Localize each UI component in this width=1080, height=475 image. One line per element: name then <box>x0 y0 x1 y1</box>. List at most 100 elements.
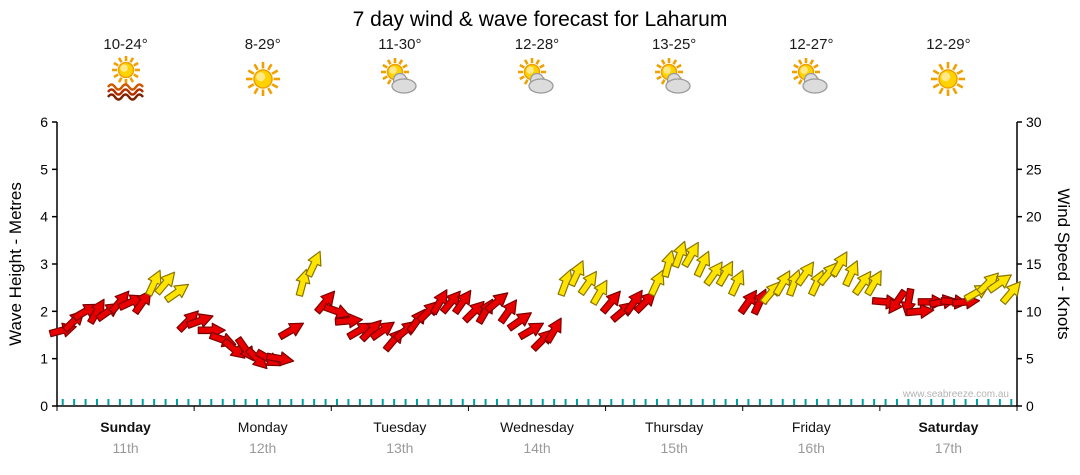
wind-arrow <box>452 289 472 315</box>
day-summary-sunday: 10-24° <box>57 36 194 102</box>
temp-range: 12-28° <box>514 36 560 53</box>
wind-arrow <box>295 268 311 297</box>
page-title: 7 day wind & wave forecast for Laharum <box>352 8 728 31</box>
day-summary-tuesday: 11-30° <box>331 36 468 102</box>
wind-arrow <box>599 290 621 315</box>
day-label-tuesday: Tuesday 13th <box>331 419 468 456</box>
sun-ray <box>271 69 279 75</box>
wind-arrow <box>185 313 214 329</box>
right-tick-label: 20 <box>1026 209 1042 225</box>
daily-summary-row: 10-24° 8-29° 11-30° 12-28° 13-25° 12-27° 12-29… <box>57 36 1017 102</box>
sun-icon-svg <box>245 62 280 96</box>
sun-ray <box>660 59 666 65</box>
sun-highlight <box>941 72 951 82</box>
wind-arrow <box>681 241 699 268</box>
sun-waves-icon-svg <box>106 56 144 101</box>
sun-icon-svg <box>931 62 966 96</box>
day-date: 16th <box>797 440 825 456</box>
right-axis-title: Wind Speed - Knots <box>1054 188 1073 340</box>
left-tick-label: 0 <box>40 398 48 414</box>
wind-arrow <box>484 292 509 314</box>
sun-ray <box>539 63 545 69</box>
wave-line <box>106 93 144 101</box>
wind-arrow <box>72 303 99 322</box>
day-date: 17th <box>934 440 963 456</box>
day-date: 13th <box>386 440 414 456</box>
wind-arrow <box>999 281 1021 306</box>
cloud-body <box>802 78 828 94</box>
wind-arrow <box>369 321 395 341</box>
sun-ray <box>253 63 259 71</box>
sun-ray <box>266 87 273 95</box>
day-label-wednesday: Wednesday 14th <box>468 419 605 456</box>
right-tick-label: 0 <box>1026 398 1034 414</box>
left-tick-label: 2 <box>40 303 48 319</box>
cloud-body <box>391 78 417 94</box>
sun-ray <box>656 63 662 69</box>
day-name: Wednesday <box>500 419 574 435</box>
right-tick-label: 25 <box>1026 161 1042 177</box>
wind-arrow <box>715 260 734 287</box>
wave-line <box>106 88 144 96</box>
watermark: www.seabreeze.com.au <box>902 389 1009 400</box>
sun-highlight <box>800 66 809 74</box>
sun-cloud-icon <box>788 56 834 102</box>
sun-ray <box>386 79 392 85</box>
wind-arrow <box>633 291 657 314</box>
temp-range: 11-30° <box>378 36 422 53</box>
sun-ray <box>938 87 945 95</box>
left-tick-label: 6 <box>40 114 48 130</box>
sun-ray <box>112 73 119 79</box>
wave-line <box>106 83 144 91</box>
right-tick-label: 10 <box>1026 303 1042 319</box>
sun-ray <box>938 63 945 71</box>
sun-ray <box>535 59 541 65</box>
temp-range: 8-29° <box>244 36 281 53</box>
sun-cloud-icon-svg <box>517 58 554 94</box>
sun-highlight <box>526 66 534 74</box>
sun-ray <box>519 75 525 81</box>
wind-arrow <box>842 260 859 288</box>
wind-arrow <box>864 270 882 297</box>
wind-arrow <box>737 289 758 315</box>
temp-range: 13-25° <box>651 36 697 53</box>
sun-ray <box>952 87 959 95</box>
day-date: 14th <box>523 440 551 456</box>
left-tick-label: 1 <box>40 351 48 367</box>
day-summary-friday: 12-27° <box>743 36 880 102</box>
wind-arrow <box>900 287 916 317</box>
sun-ray <box>523 59 529 65</box>
wind-arrow <box>888 288 908 314</box>
day-label-friday: Friday 16th <box>743 419 880 456</box>
day-summary-wednesday: 12-28° <box>468 36 605 102</box>
sun-highlight <box>663 66 671 74</box>
wind-arrow <box>544 317 562 344</box>
sun-ray <box>117 77 123 83</box>
day-name: Sunday <box>100 419 151 435</box>
wind-arrow <box>506 312 532 332</box>
sun-ray <box>798 79 803 85</box>
day-summary-monday: 8-29° <box>194 36 331 102</box>
wind-arrow <box>163 283 190 304</box>
wind-arrow <box>986 274 1012 294</box>
left-tick-label: 5 <box>40 161 48 177</box>
sun-ray <box>519 63 525 69</box>
wind-arrow <box>728 269 745 297</box>
sun-cloud-icon <box>651 56 697 102</box>
sun-waves-icon <box>103 56 149 102</box>
day-summary-thursday: 13-25° <box>606 36 743 102</box>
sun-ray <box>401 63 408 69</box>
sun-ray <box>656 75 662 81</box>
sun-ray <box>132 61 139 67</box>
cloud-body <box>528 78 554 94</box>
wind-arrow <box>497 299 518 325</box>
sun-ray <box>676 63 682 69</box>
wind-arrow <box>132 289 152 315</box>
day-date: 15th <box>660 440 688 456</box>
day-name: Tuesday <box>373 419 427 435</box>
sun-ray <box>793 63 800 69</box>
sun-ray <box>523 79 529 85</box>
left-tick-label: 4 <box>40 209 48 225</box>
sun-ray <box>128 57 134 63</box>
